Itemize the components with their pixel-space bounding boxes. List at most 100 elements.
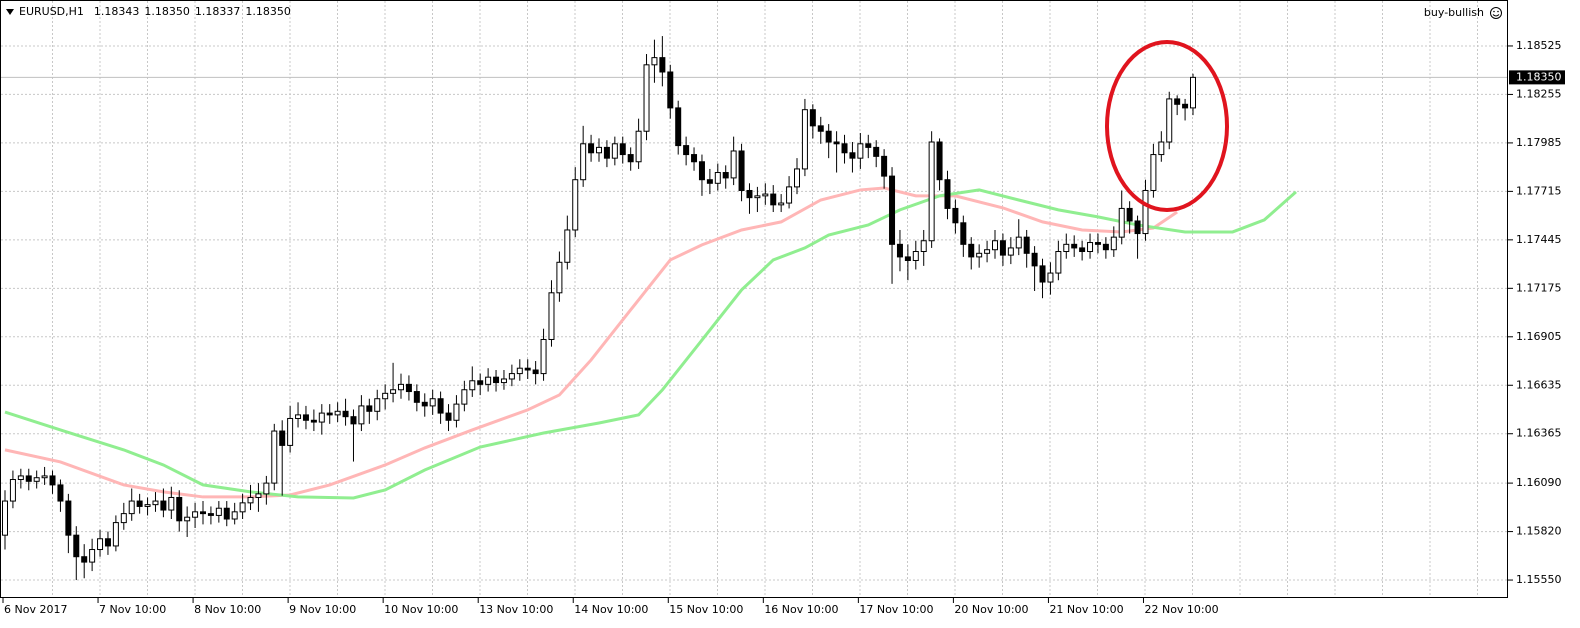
- candle-body: [1007, 247, 1014, 256]
- candle-body: [596, 146, 602, 154]
- candle-body: [405, 383, 412, 393]
- x-tick-label: 17 Nov 10:00: [859, 603, 933, 616]
- candle-body: [540, 338, 547, 375]
- candle-body: [239, 502, 246, 513]
- candle-body: [817, 125, 824, 132]
- candle-body: [493, 376, 500, 384]
- candle-body: [152, 500, 159, 506]
- x-tick-label: 22 Nov 10:00: [1144, 603, 1218, 616]
- candle-body: [144, 504, 151, 507]
- candle-body: [9, 479, 16, 502]
- candle-body: [326, 412, 333, 416]
- candle-body: [912, 251, 919, 261]
- smiley-icon: [1490, 7, 1502, 19]
- candle-body: [1055, 251, 1062, 274]
- candle-body: [984, 249, 991, 254]
- candle-body: [1015, 236, 1022, 249]
- candle-body: [65, 500, 72, 536]
- candle-body: [89, 549, 96, 563]
- candle-body: [651, 57, 658, 66]
- candle-body: [722, 172, 729, 179]
- candle-body: [619, 143, 626, 156]
- candle-body: [1166, 98, 1173, 143]
- candle-body: [881, 155, 888, 177]
- candle-body: [25, 475, 32, 482]
- candle-body: [770, 193, 777, 206]
- candle-body: [1039, 265, 1046, 283]
- y-tick-label: 1.17985: [1516, 136, 1562, 149]
- candle-body: [207, 513, 214, 516]
- highlight-ellipse: [1105, 40, 1229, 212]
- candle-body: [255, 493, 262, 498]
- candle-body: [1190, 76, 1196, 109]
- candle-body: [667, 71, 674, 109]
- candle-body: [580, 143, 587, 181]
- candle-body: [136, 500, 143, 507]
- candle-body: [643, 64, 650, 132]
- candle-body: [635, 130, 642, 163]
- candle-body: [992, 240, 998, 251]
- candle-body: [1102, 243, 1109, 251]
- menu-arrow[interactable]: [6, 9, 14, 15]
- y-tick-label: 1.15550: [1516, 573, 1562, 586]
- candle-body: [160, 500, 167, 511]
- candle-body: [524, 367, 531, 371]
- candle-body: [603, 146, 610, 159]
- candle-body: [1118, 207, 1125, 238]
- candle-body: [168, 496, 175, 511]
- x-tick-label: 8 Nov 10:00: [194, 603, 261, 616]
- candle-body: [928, 141, 935, 242]
- candle-body: [786, 186, 793, 204]
- candle-body: [738, 150, 745, 191]
- candle-body: [572, 179, 579, 231]
- candle-body: [683, 145, 690, 156]
- candle-body: [200, 511, 206, 515]
- candle-body: [500, 378, 507, 384]
- candle-body: [659, 57, 666, 73]
- candle-body: [841, 143, 848, 154]
- candle-body: [920, 240, 927, 253]
- plot-frame: [0, 0, 1508, 598]
- x-tick-label: 9 Nov 10:00: [289, 603, 356, 616]
- candle-body: [358, 405, 365, 425]
- candle-body: [904, 256, 911, 261]
- candle-body: [825, 130, 832, 143]
- candle-body: [1094, 242, 1101, 245]
- candle-body: [960, 222, 967, 245]
- candle-body: [865, 143, 872, 148]
- candle-body: [81, 556, 88, 563]
- candle-body: [548, 292, 555, 340]
- candle-body: [801, 109, 808, 170]
- candle-body: [184, 516, 191, 522]
- candle-body: [564, 229, 571, 263]
- candle-body: [350, 416, 357, 425]
- x-tick-label: 7 Nov 10:00: [99, 603, 166, 616]
- candle-body: [215, 507, 222, 516]
- candle-body: [1134, 220, 1141, 235]
- candle-body: [889, 175, 896, 245]
- candle-body: [1031, 252, 1038, 267]
- candle-body: [302, 414, 309, 421]
- y-tick-label: 1.18255: [1516, 87, 1562, 100]
- candle-body: [445, 412, 452, 421]
- header: EURUSD,H1 1.18343 1.18350 1.18337 1.18350: [19, 5, 291, 18]
- candle-body: [809, 109, 816, 127]
- x-tick-label: 21 Nov 10:00: [1049, 603, 1123, 616]
- candle-body: [762, 193, 769, 197]
- candle-body: [49, 475, 56, 486]
- candle-body: [318, 412, 325, 423]
- candle-body: [746, 189, 753, 199]
- candle-body: [730, 150, 737, 179]
- candle-body: [1110, 236, 1117, 251]
- candle-body: [390, 389, 397, 394]
- candle-body: [271, 430, 278, 484]
- y-tick-label: 1.16365: [1516, 427, 1562, 440]
- candle-body: [421, 401, 428, 407]
- candle-body: [461, 389, 468, 405]
- symbol: EURUSD,H1: [19, 5, 84, 18]
- x-tick-label: 6 Nov 2017: [4, 603, 67, 616]
- candle-body: [714, 172, 721, 184]
- candle-body: [1158, 141, 1165, 156]
- candle-body: [453, 403, 460, 421]
